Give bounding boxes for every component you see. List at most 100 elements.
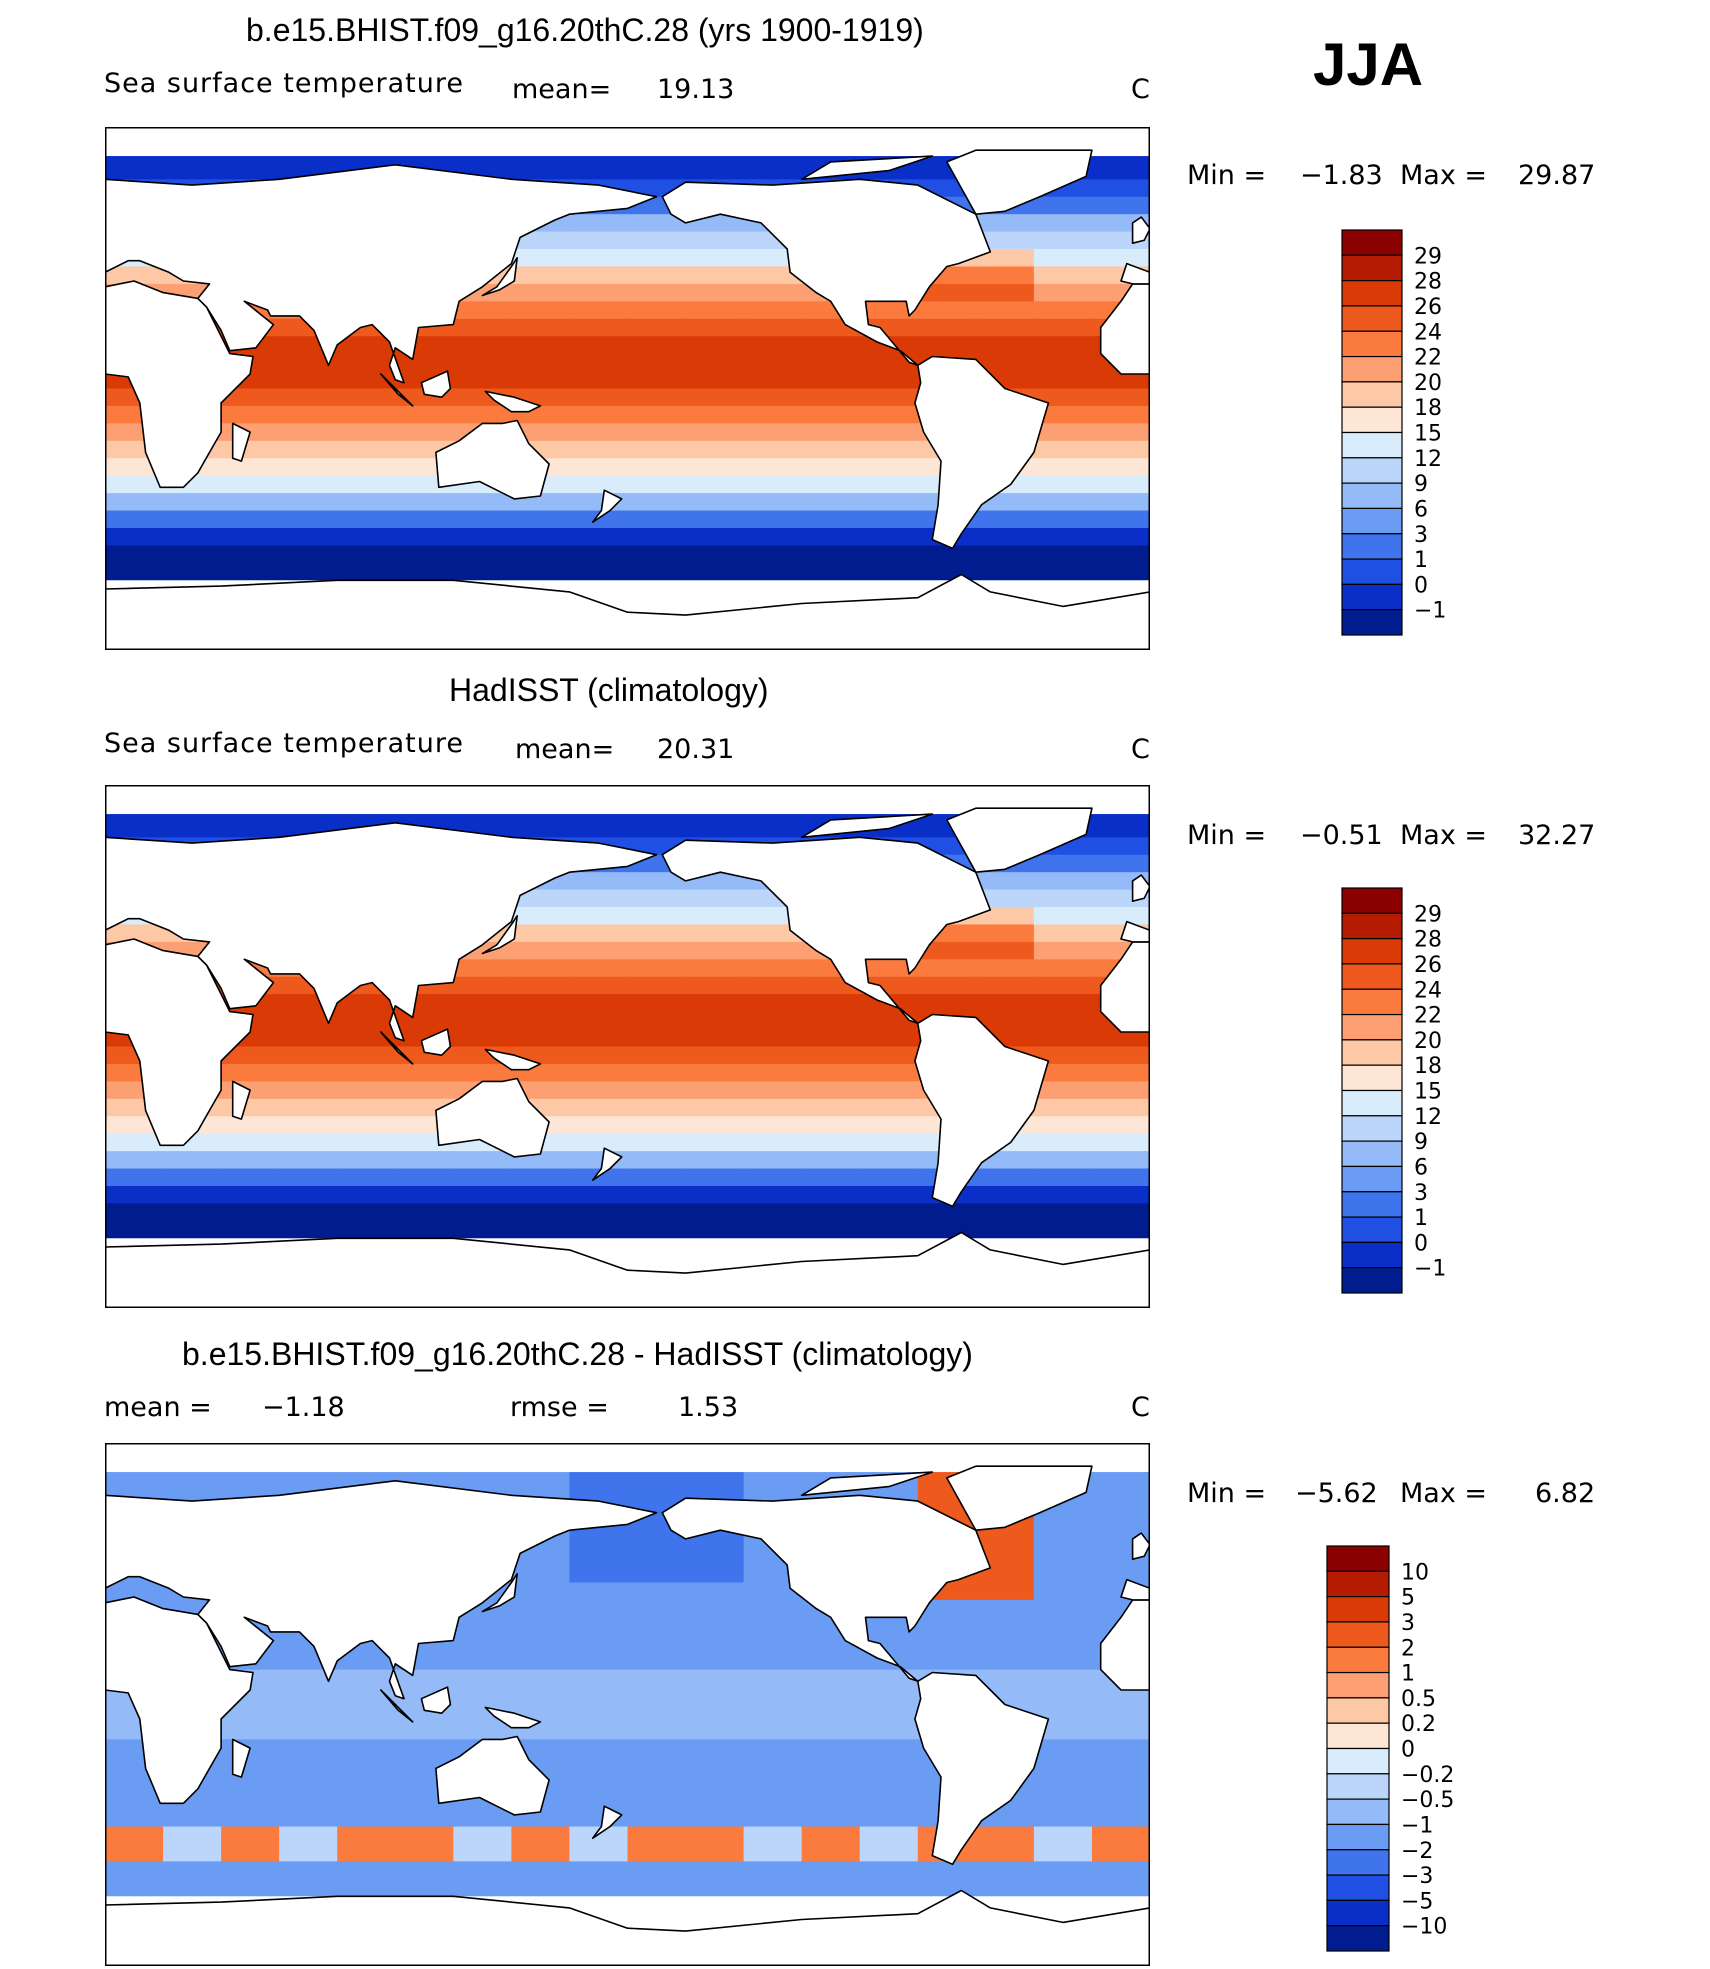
colorbar-tick-label: 28 [1414,928,1442,953]
colorbar-tick-label: 0 [1414,1231,1428,1256]
colorbar-tick-label: 22 [1414,1004,1442,1029]
continents [105,149,1150,650]
colorbar-tick-label: 20 [1414,371,1442,396]
land-polygon [420,1686,452,1714]
land-polygon [435,419,550,500]
panel-1-title: b.e15.BHIST.f09_g16.20thC.28 (yrs 1900-1… [246,12,924,48]
colorbar-swatch [1341,912,1403,940]
land-polygon [1131,874,1150,902]
land-polygon [231,1080,251,1120]
land-polygon [380,373,414,407]
panel-3-min-label: Min = [1187,1478,1267,1509]
colorbar-tick-label: 3 [1414,1181,1428,1206]
colorbar-swatch [1341,507,1403,535]
colorbar-swatch [1326,1722,1390,1750]
colorbar-swatch [1341,988,1403,1016]
panel-2-variable: Sea surface temperature [104,728,464,759]
colorbar-tick-label: 29 [1414,902,1442,927]
colorbar-swatch [1341,963,1403,990]
colorbar-swatch [1341,381,1403,408]
colorbar-tick-label: −0.2 [1401,1763,1454,1788]
colorbar-tick-label: 1 [1414,548,1428,573]
panel-1-min-label: Min = [1187,160,1267,191]
colorbar-swatch [1341,938,1403,965]
land-polygon [481,915,518,955]
colorbar-tick-label: 12 [1414,447,1442,472]
land-polygon [1120,1578,1150,1601]
colorbar-tick-label: 0 [1414,573,1428,598]
panel-2-mean-value: 20.31 [657,734,735,765]
land-polygon [481,257,518,297]
season-label: JJA [1313,31,1424,98]
colorbar-tick-label: 26 [1414,953,1442,978]
colorbar-swatch [1326,1849,1390,1876]
land-polygon [380,1689,414,1723]
land-polygon [484,1048,542,1071]
colorbar-swatch [1341,533,1403,560]
colorbar-tick-label: 3 [1414,523,1428,548]
land-polygon [914,355,1050,550]
colorbar-swatch [1341,887,1403,914]
colorbar-tick-label: −2 [1401,1839,1433,1864]
colorbar-swatch [1341,305,1403,332]
colorbar-swatch [1326,1697,1390,1724]
land-polygon [481,1573,518,1613]
colorbar-swatch [1341,406,1403,434]
colorbar-swatch [1326,1874,1390,1901]
colorbar-swatch [1341,1216,1403,1243]
colorbar-swatch [1326,1798,1390,1826]
colorbar-tick-label: 10 [1401,1560,1429,1585]
colorbar-swatch [1326,1925,1390,1952]
land-polygon [420,370,452,398]
panel-2-mean-label: mean= [515,734,615,765]
panel-1-min-value: −1.83 [1300,160,1383,191]
colorbar-tick-label: 6 [1414,497,1428,522]
colorbar-swatch [1341,457,1403,484]
panel-1-max-label: Max = [1400,160,1488,191]
colorbar-tick-label: 15 [1414,422,1442,447]
land-polygon [380,1031,414,1065]
colorbar-swatch [1326,1671,1390,1699]
colorbar-tick-label: 0 [1401,1738,1415,1763]
panel-2-max-value: 32.27 [1518,820,1596,851]
colorbar-swatch [1326,1545,1390,1572]
panel-3-units: C [1131,1392,1150,1423]
panel-3-rmse-value: 1.53 [678,1392,739,1423]
land-polygon [946,1465,1093,1531]
land-polygon [946,149,1093,215]
panel-3-mean-label: mean = [104,1392,212,1423]
land-polygon [591,1805,623,1839]
colorbar-tick-label: −1 [1414,1257,1446,1282]
land-polygon [591,489,623,523]
colorbar-swatch [1326,1747,1390,1775]
land-polygon [1120,262,1150,285]
colorbar-tick-label: −1 [1401,1813,1433,1838]
colorbar-tick-label: 22 [1414,346,1442,371]
colorbar-swatch [1341,1013,1403,1041]
colorbar-swatch [1341,330,1403,358]
colorbar-swatch [1341,1089,1403,1117]
colorbar-tick-label: −0.5 [1401,1788,1454,1813]
colorbar-tick-label: 24 [1414,320,1442,345]
colorbar-tick-label: 0.5 [1401,1687,1436,1712]
colorbar-tick-label: −3 [1401,1864,1433,1889]
colorbar-swatch [1326,1773,1390,1800]
land-polygon [105,164,658,384]
colorbar-swatch [1341,609,1403,636]
panel-1-mean-value: 19.13 [657,74,735,105]
panel-3-rmse-label: rmse = [510,1392,609,1423]
land-polygon [484,1706,542,1729]
panel-3-mean-value: −1.18 [262,1392,345,1423]
colorbar-swatch [1326,1596,1390,1623]
colorbar-swatch [1341,1140,1403,1168]
colorbar-swatch [1326,1899,1390,1927]
land-polygon [105,822,658,1042]
land-polygon [800,1471,934,1497]
colorbar-tick-label: 15 [1414,1080,1442,1105]
land-polygon [105,1480,658,1700]
land-polygon [946,807,1093,873]
continents [105,1465,1150,1966]
colorbar-tick-label: −10 [1401,1915,1447,1940]
